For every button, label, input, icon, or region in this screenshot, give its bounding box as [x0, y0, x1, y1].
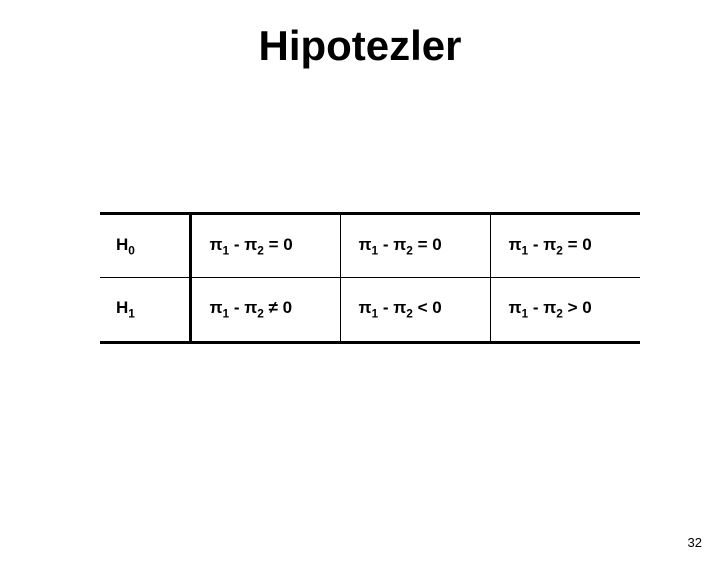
table-cell: π1 - π2 = 0 [340, 214, 490, 278]
row-label-h1: H1 [100, 278, 190, 342]
table-cell: π1 - π2 ≠ 0 [190, 278, 340, 342]
page-title: Hipotezler [0, 22, 720, 70]
hypotheses-table: H0 π1 - π2 = 0 π1 - π2 = 0 π1 - π2 = 0 H… [100, 212, 640, 344]
table-cell: π1 - π2 = 0 [490, 214, 640, 278]
table-row: H1 π1 - π2 ≠ 0 π1 - π2 < 0 π1 - π2 > 0 [100, 278, 640, 342]
table-cell: π1 - π2 > 0 [490, 278, 640, 342]
table-cell: π1 - π2 < 0 [340, 278, 490, 342]
table-row: H0 π1 - π2 = 0 π1 - π2 = 0 π1 - π2 = 0 [100, 214, 640, 278]
table-bottom-rule [100, 342, 640, 344]
page-number: 32 [688, 535, 702, 550]
row-label-h0: H0 [100, 214, 190, 278]
table-cell: π1 - π2 = 0 [190, 214, 340, 278]
